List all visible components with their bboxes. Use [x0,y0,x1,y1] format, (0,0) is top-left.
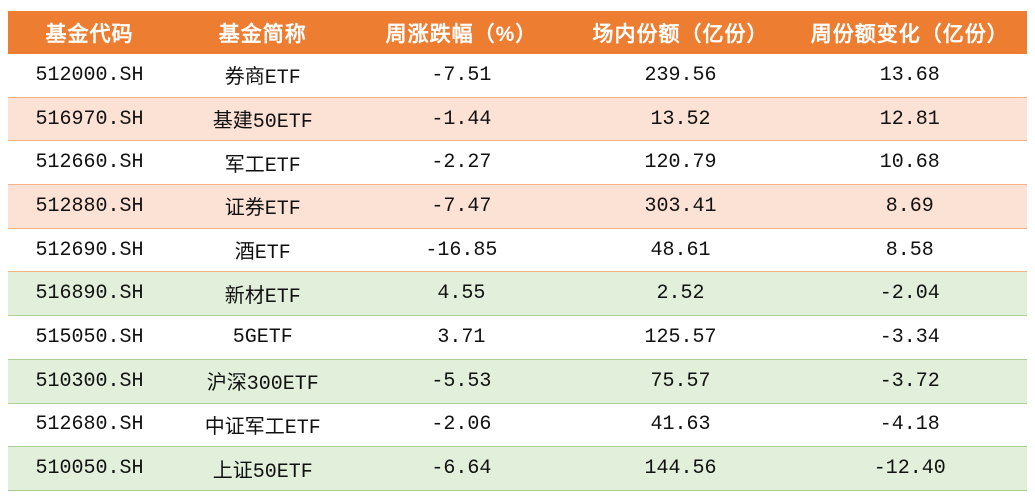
header-fund-name: 基金简称 [218,22,307,46]
table-row: 512880.SH 证券ETF -7.47 303.41 8.69 [8,185,1027,229]
cell-fund-name: 证券ETF [224,198,301,222]
cell-market-shares: 239.56 [644,63,717,87]
cell-fund-name: 中证军工ETF [204,416,321,440]
table-row: 512680.SH 中证军工ETF -2.06 41.63 -4.18 [8,403,1027,448]
cell-weekly-change: -1.44 [431,107,492,131]
cell-weekly-change: -7.51 [431,63,492,87]
table-row: 512000.SH 券商ETF -7.51 239.56 13.68 [8,54,1027,98]
cell-fund-name: 上证50ETF [212,460,313,484]
cell-share-change: -2.04 [879,282,940,306]
cell-fund-code: 512880.SH [35,194,144,218]
cell-fund-name: 酒ETF [234,242,291,266]
cell-weekly-change: -16.85 [425,238,498,262]
header-fund-code: 基金代码 [45,22,134,46]
table-row: 516970.SH 基建50ETF -1.44 13.52 12.81 [8,97,1027,142]
cell-market-shares: 75.57 [650,369,711,393]
cell-fund-code: 516970.SH [35,107,144,131]
cell-market-shares: 303.41 [644,194,717,218]
cell-fund-code: 510300.SH [35,369,144,393]
cell-share-change: -3.72 [879,369,940,393]
table-row: 510300.SH 沪深300ETF -5.53 75.57 -3.72 [8,359,1027,404]
cell-fund-name: 5GETF [232,325,293,349]
cell-fund-code: 512660.SH [35,151,144,175]
cell-fund-name: 券商ETF [224,67,301,91]
cell-fund-name: 基建50ETF [212,111,313,135]
cell-fund-code: 512000.SH [35,63,144,87]
cell-share-change: -12.40 [873,457,946,481]
cell-share-change: -3.34 [879,325,940,349]
table-row: 512690.SH 酒ETF -16.85 48.61 8.58 [8,228,1027,273]
cell-market-shares: 144.56 [644,457,717,481]
cell-weekly-change: 3.71 [437,325,486,349]
cell-share-change: -4.18 [879,413,940,437]
cell-weekly-change: -2.06 [431,413,492,437]
table-row: 512660.SH 军工ETF -2.27 120.79 10.68 [8,141,1027,186]
cell-market-shares: 41.63 [650,413,711,437]
cell-fund-code: 510050.SH [35,457,144,481]
cell-fund-name: 沪深300ETF [206,373,319,397]
cell-market-shares: 120.79 [644,151,717,175]
cell-market-shares: 125.57 [644,325,717,349]
header-share-change: 周份额变化（亿份） [810,22,1009,46]
cell-share-change: 13.68 [879,63,940,87]
table-header-row: 基金代码 基金简称 周涨跌幅（%） 场内份额（亿份） 周份额变化（亿份） [8,11,1027,54]
cell-fund-code: 512680.SH [35,413,144,437]
cell-share-change: 10.68 [879,151,940,175]
cell-fund-code: 516890.SH [35,282,144,306]
cell-weekly-change: -5.53 [431,369,492,393]
cell-fund-code: 512690.SH [35,238,144,262]
cell-share-change: 12.81 [879,107,940,131]
etf-weekly-table: 基金代码 基金简称 周涨跌幅（%） 场内份额（亿份） 周份额变化（亿份） 512… [8,11,1027,491]
cell-market-shares: 2.52 [656,282,705,306]
cell-fund-code: 515050.SH [35,325,144,349]
table-row: 516890.SH 新材ETF 4.55 2.52 -2.04 [8,272,1027,317]
cell-fund-name: 新材ETF [224,285,301,309]
table-row: 515050.SH 5GETF 3.71 125.57 -3.34 [8,316,1027,360]
cell-weekly-change: -7.47 [431,194,492,218]
cell-share-change: 8.58 [885,238,934,262]
cell-weekly-change: -6.64 [431,457,492,481]
cell-market-shares: 48.61 [650,238,711,262]
table-row: 510050.SH 上证50ETF -6.64 144.56 -12.40 [8,447,1027,491]
cell-share-change: 8.69 [885,194,934,218]
header-weekly-change: 周涨跌幅（%） [385,22,538,46]
cell-fund-name: 军工ETF [224,154,301,178]
cell-weekly-change: -2.27 [431,151,492,175]
cell-weekly-change: 4.55 [437,282,486,306]
header-market-shares: 场内份额（亿份） [592,22,769,46]
cell-market-shares: 13.52 [650,107,711,131]
